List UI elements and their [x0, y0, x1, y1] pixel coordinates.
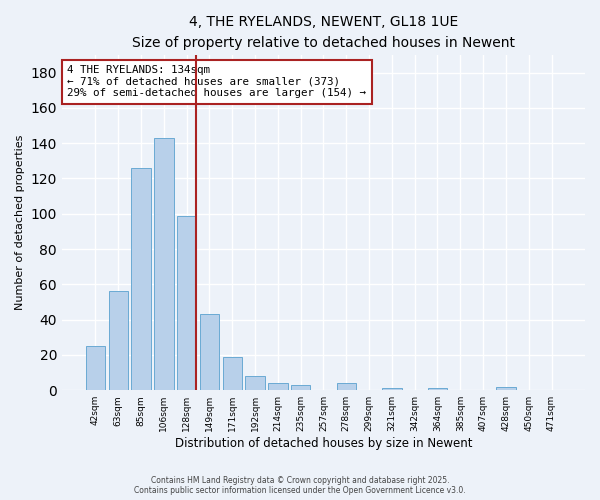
Bar: [245, 376, 265, 390]
Bar: [154, 138, 173, 390]
Bar: [86, 346, 105, 390]
Bar: [428, 388, 447, 390]
Bar: [291, 385, 310, 390]
Bar: [109, 292, 128, 390]
Y-axis label: Number of detached properties: Number of detached properties: [15, 135, 25, 310]
X-axis label: Distribution of detached houses by size in Newent: Distribution of detached houses by size …: [175, 437, 472, 450]
Bar: [223, 356, 242, 390]
Text: 4 THE RYELANDS: 134sqm
← 71% of detached houses are smaller (373)
29% of semi-de: 4 THE RYELANDS: 134sqm ← 71% of detached…: [67, 65, 366, 98]
Bar: [382, 388, 401, 390]
Bar: [131, 168, 151, 390]
Text: Contains HM Land Registry data © Crown copyright and database right 2025.
Contai: Contains HM Land Registry data © Crown c…: [134, 476, 466, 495]
Title: 4, THE RYELANDS, NEWENT, GL18 1UE
Size of property relative to detached houses i: 4, THE RYELANDS, NEWENT, GL18 1UE Size o…: [132, 15, 515, 50]
Bar: [177, 216, 196, 390]
Bar: [200, 314, 219, 390]
Bar: [268, 383, 287, 390]
Bar: [496, 386, 515, 390]
Bar: [337, 383, 356, 390]
